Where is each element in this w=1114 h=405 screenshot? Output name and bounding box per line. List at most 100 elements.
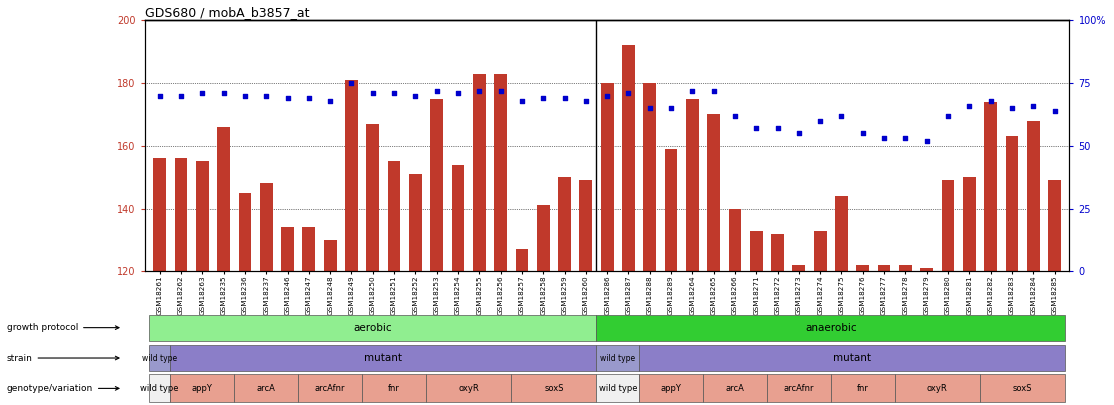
Text: oxyR: oxyR (458, 384, 479, 393)
Bar (324, 240, 336, 271)
Point (897, 135, 915, 141)
Text: appY: appY (661, 384, 682, 393)
Point (619, 90, 637, 96)
Point (257, 92, 275, 99)
Bar (878, 265, 890, 271)
Point (343, 80, 361, 86)
Bar (451, 164, 465, 271)
Text: wild type: wild type (140, 384, 179, 393)
Point (598, 92, 616, 99)
Bar (281, 228, 294, 271)
Point (981, 97, 999, 104)
Point (300, 95, 317, 101)
Bar (149, 345, 170, 371)
Bar (196, 162, 208, 271)
Bar (217, 127, 229, 271)
Text: mutant: mutant (364, 353, 402, 363)
Bar (941, 180, 955, 271)
Text: fnr: fnr (857, 384, 869, 393)
Bar (600, 83, 614, 271)
Text: genotype/variation: genotype/variation (7, 384, 119, 393)
Bar (729, 209, 741, 271)
Bar (175, 158, 187, 271)
Bar (367, 124, 379, 271)
Bar (238, 193, 252, 271)
Text: arcA: arcA (257, 384, 275, 393)
Bar (516, 249, 528, 271)
Bar (345, 80, 358, 271)
Bar (596, 315, 1065, 341)
Point (705, 87, 723, 94)
Point (449, 90, 467, 96)
Bar (303, 228, 315, 271)
Text: GDS680 / mobA_b3857_at: GDS680 / mobA_b3857_at (145, 6, 310, 19)
Bar (558, 177, 570, 271)
Bar (234, 374, 299, 403)
Point (278, 95, 296, 101)
Point (194, 90, 212, 96)
Bar (703, 374, 766, 403)
Point (514, 97, 531, 104)
Point (960, 102, 978, 109)
Point (236, 92, 254, 99)
Bar (1006, 136, 1018, 271)
Text: wild type: wild type (143, 354, 177, 362)
Bar (154, 158, 166, 271)
Text: strain: strain (7, 354, 119, 362)
Text: oxyR: oxyR (927, 384, 948, 393)
Text: soxS: soxS (544, 384, 564, 393)
Point (173, 92, 190, 99)
Bar (170, 345, 596, 371)
Point (747, 125, 765, 132)
Point (832, 113, 850, 119)
Text: growth protocol: growth protocol (7, 323, 119, 332)
Point (811, 117, 829, 124)
Bar (899, 265, 911, 271)
Bar (792, 265, 805, 271)
Point (150, 92, 168, 99)
Text: anaerobic: anaerobic (805, 323, 857, 333)
Bar (707, 115, 720, 271)
Bar (771, 234, 784, 271)
Bar (579, 180, 593, 271)
Point (321, 97, 339, 104)
Bar (814, 230, 827, 271)
Point (683, 87, 701, 94)
Bar (430, 99, 443, 271)
Bar (409, 174, 422, 271)
Bar (426, 374, 511, 403)
Bar (495, 74, 507, 271)
Point (918, 138, 936, 144)
Bar (299, 374, 362, 403)
Bar (170, 374, 234, 403)
Bar (836, 196, 848, 271)
Bar (1027, 121, 1039, 271)
Point (662, 105, 680, 111)
Bar (511, 374, 596, 403)
Point (364, 90, 382, 96)
Bar (362, 374, 426, 403)
Bar (857, 265, 869, 271)
Bar (686, 99, 698, 271)
Text: arcAfnr: arcAfnr (315, 384, 345, 393)
Bar (260, 183, 273, 271)
Text: arcAfnr: arcAfnr (783, 384, 814, 393)
Point (1046, 107, 1064, 114)
Point (1024, 102, 1042, 109)
Point (535, 95, 553, 101)
Bar (388, 162, 400, 271)
Bar (596, 345, 639, 371)
Bar (831, 374, 895, 403)
Point (1003, 105, 1020, 111)
Bar (596, 374, 639, 403)
Text: wild type: wild type (600, 354, 635, 362)
Point (726, 113, 744, 119)
Bar (639, 345, 1065, 371)
Bar (980, 374, 1065, 403)
Bar (895, 374, 980, 403)
Point (769, 125, 786, 132)
Text: wild type: wild type (598, 384, 637, 393)
Point (641, 105, 658, 111)
Point (876, 135, 893, 141)
Point (385, 90, 403, 96)
